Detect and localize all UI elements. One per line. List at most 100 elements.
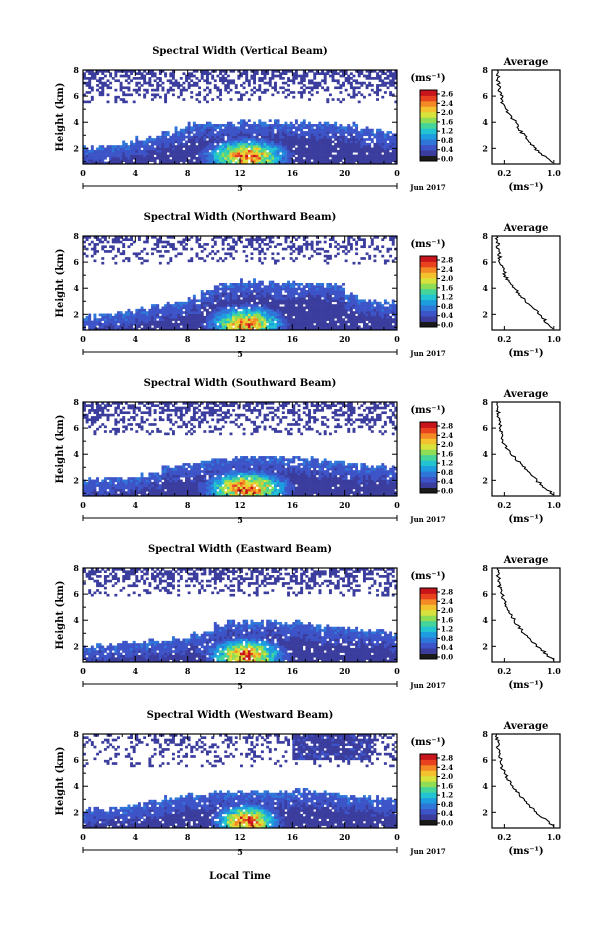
heatmap-cell xyxy=(177,306,181,310)
heatmap-cell xyxy=(171,306,175,310)
heatmap-cell xyxy=(200,124,204,127)
heatmap-cell xyxy=(242,320,246,324)
heatmap-cell xyxy=(266,313,270,317)
heatmap-cell xyxy=(171,156,175,160)
heatmap-cell xyxy=(258,318,262,321)
heatmap-cell xyxy=(315,145,319,148)
heatmap-cell xyxy=(321,320,325,324)
heatmap-cell xyxy=(394,147,398,151)
heatmap-cell xyxy=(174,133,178,137)
heatmap-cell xyxy=(169,322,173,326)
heatmap-cell xyxy=(219,283,222,286)
heatmap-cell xyxy=(284,285,288,288)
heatmap-cell xyxy=(381,313,385,317)
heatmap-cell xyxy=(93,481,97,485)
heatmap-cell xyxy=(151,140,154,144)
heatmap-cell xyxy=(232,322,236,326)
heatmap-cell xyxy=(323,121,327,125)
heatmap-cell xyxy=(185,149,188,153)
heatmap-cell xyxy=(297,81,301,85)
heatmap-cell xyxy=(143,145,147,148)
heatmap-cell xyxy=(156,88,160,92)
heatmap-cell xyxy=(226,322,230,326)
heatmap-cell xyxy=(247,81,251,85)
heatmap-cell xyxy=(166,133,170,137)
heatmap-cell xyxy=(279,315,283,319)
heatmap-cell xyxy=(216,313,220,317)
heatmap-cell xyxy=(240,121,243,125)
heatmap-cell xyxy=(271,126,275,130)
heatmap-cell xyxy=(114,479,118,483)
heatmap-cell xyxy=(394,308,398,312)
heatmap-cell xyxy=(362,299,366,303)
heatmap-cell xyxy=(323,131,327,134)
heatmap-cell xyxy=(232,159,236,162)
heatmap-cell xyxy=(226,313,230,317)
heatmap-cell xyxy=(153,236,157,239)
heatmap-cell xyxy=(234,126,238,130)
heatmap-cell xyxy=(300,308,304,312)
heatmap-cell xyxy=(200,128,204,132)
heatmap-cell xyxy=(127,311,131,314)
heatmap-cell xyxy=(114,423,118,426)
heatmap-cell xyxy=(381,315,385,319)
heatmap-cell xyxy=(143,313,147,317)
heatmap-cell xyxy=(234,287,238,291)
heatmap-cell xyxy=(328,257,332,260)
heatmap-cell xyxy=(177,149,181,153)
heatmap-cell xyxy=(203,156,207,160)
heatmap-cell xyxy=(381,245,385,249)
heatmap-cell xyxy=(342,128,345,132)
heatmap-cell xyxy=(263,315,267,319)
heatmap-cell xyxy=(279,156,283,160)
heatmap-cell xyxy=(365,154,369,158)
heatmap-cell xyxy=(185,304,188,307)
heatmap-cell xyxy=(164,133,168,137)
heatmap-cell xyxy=(93,313,97,317)
heatmap-cell xyxy=(195,145,199,148)
heatmap-cell xyxy=(124,402,128,405)
heatmap-cell xyxy=(224,77,228,80)
heatmap-cell xyxy=(114,488,118,492)
heatmap-cell xyxy=(321,145,325,148)
x-tick-label: 0 xyxy=(80,168,86,178)
heatmap-cell xyxy=(394,138,398,141)
heatmap-cell xyxy=(336,152,340,155)
heatmap-cell xyxy=(106,486,110,490)
heatmap-cell xyxy=(119,161,123,165)
heatmap-cell xyxy=(208,121,212,125)
heatmap-cell xyxy=(266,325,270,328)
heatmap-cell xyxy=(185,135,188,139)
heatmap-cell xyxy=(355,147,359,151)
heatmap-cell xyxy=(200,154,204,158)
heatmap-cell xyxy=(85,493,89,497)
heatmap-cell xyxy=(148,472,152,476)
heatmap-cell xyxy=(352,315,356,319)
heatmap-cell xyxy=(192,297,196,300)
heatmap-cell xyxy=(326,257,330,260)
heatmap-cell xyxy=(169,306,173,310)
heatmap-cell xyxy=(122,243,126,246)
heatmap-cell xyxy=(106,93,110,97)
heatmap-cell xyxy=(247,145,251,148)
heatmap-cell xyxy=(271,149,275,153)
heatmap-cell xyxy=(83,493,86,497)
heatmap-cell xyxy=(185,147,188,151)
heatmap-cell xyxy=(287,147,291,151)
heatmap-cell xyxy=(98,91,102,94)
heatmap-cell xyxy=(114,313,118,317)
heatmap-cell xyxy=(143,318,147,321)
heatmap-cell xyxy=(258,149,262,153)
heatmap-cell xyxy=(119,156,123,160)
heatmap-cell xyxy=(122,93,126,97)
heatmap-cell xyxy=(96,159,99,162)
heatmap-cell xyxy=(389,306,393,310)
heatmap-cell xyxy=(386,159,390,162)
heatmap-cell xyxy=(258,243,262,246)
heatmap-cell xyxy=(156,152,160,155)
heatmap-cell xyxy=(226,149,230,153)
heatmap-cell xyxy=(90,320,94,324)
heatmap-cell xyxy=(203,135,207,139)
heatmap-cell xyxy=(90,95,94,99)
heatmap-cell xyxy=(83,406,86,410)
